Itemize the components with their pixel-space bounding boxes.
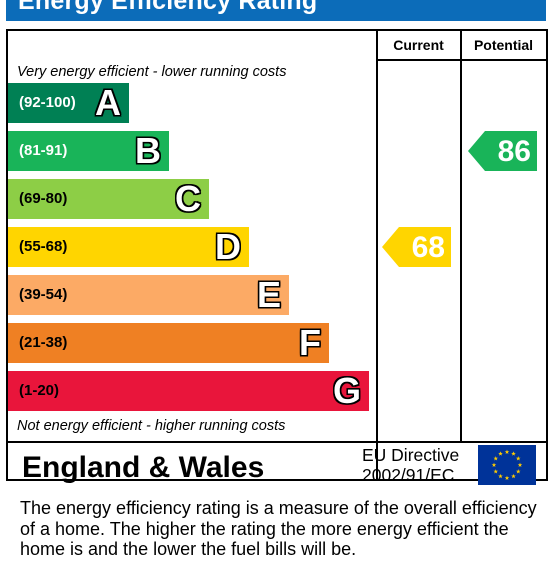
note-top: Very energy efficient - lower running co… <box>17 64 287 80</box>
directive-line-1: EU Directive <box>362 445 460 465</box>
title-bar: Energy Efficiency Rating <box>6 0 546 21</box>
potential-rating-marker-value: 86 <box>497 135 531 168</box>
band-range-label: (69-80) <box>19 190 68 207</box>
note-bottom: Not energy efficient - higher running co… <box>17 418 286 434</box>
region-label: England & Wales <box>22 451 265 484</box>
band-letter-label: A <box>95 82 121 123</box>
current-rating-marker-value: 68 <box>411 231 445 264</box>
eu-flag-star <box>515 469 521 474</box>
eu-flag-star <box>498 451 503 456</box>
band-e: (39-54) E <box>8 274 289 315</box>
directive-line-2: 2002/91/EC <box>362 465 455 485</box>
eu-flag-star <box>493 469 499 474</box>
band-letter-label: D <box>215 226 241 267</box>
eu-flag-star <box>504 449 510 454</box>
band-range-label: (39-54) <box>19 286 68 303</box>
eu-flag-icon <box>478 445 536 485</box>
band-range-label: (81-91) <box>19 142 68 159</box>
eu-flag-star <box>498 473 503 479</box>
description-text: The energy efficiency rating is a measur… <box>20 498 537 559</box>
band-f: (21-38) F <box>8 322 329 363</box>
current-rating-marker: 68 <box>382 227 451 267</box>
header-divider <box>376 59 546 61</box>
column-header-current: Current <box>393 37 444 53</box>
column-header-potential: Potential <box>473 37 534 53</box>
eu-flag-star <box>504 475 510 480</box>
band-letter-label: C <box>175 178 201 219</box>
eu-flag-star <box>493 456 499 461</box>
potential-rating-marker: 86 <box>468 131 537 171</box>
band-a: (92-100) A <box>8 82 129 123</box>
band-range-label: (55-68) <box>19 238 68 255</box>
band-letter-label: F <box>299 322 321 363</box>
band-b: (81-91) B <box>8 130 169 171</box>
band-d: (55-68) D <box>8 226 249 267</box>
eu-flag-star <box>517 462 523 467</box>
band-g: (1-20) G <box>8 370 369 411</box>
eu-flag-star <box>515 456 521 461</box>
band-range-label: (1-20) <box>19 382 60 399</box>
divider-current <box>376 31 378 479</box>
rating-chart: Current Potential Very energy efficient … <box>6 29 548 485</box>
band-letter-label: G <box>332 370 361 411</box>
band-c: (69-80) C <box>8 178 209 219</box>
eu-flag-star <box>511 473 516 479</box>
potential-rating-marker-arrow <box>468 131 537 171</box>
band-letter-label: B <box>135 130 161 171</box>
current-rating-marker-arrow <box>382 227 451 267</box>
band-letter-label: E <box>256 274 281 315</box>
eu-flag-star <box>511 451 516 456</box>
footer-divider <box>8 441 546 443</box>
divider-potential <box>460 31 462 441</box>
eu-flag-star <box>491 462 497 467</box>
chart-title: Energy Efficiency Rating <box>18 0 318 15</box>
band-range-label: (21-38) <box>19 334 68 351</box>
band-range-label: (92-100) <box>19 94 76 111</box>
